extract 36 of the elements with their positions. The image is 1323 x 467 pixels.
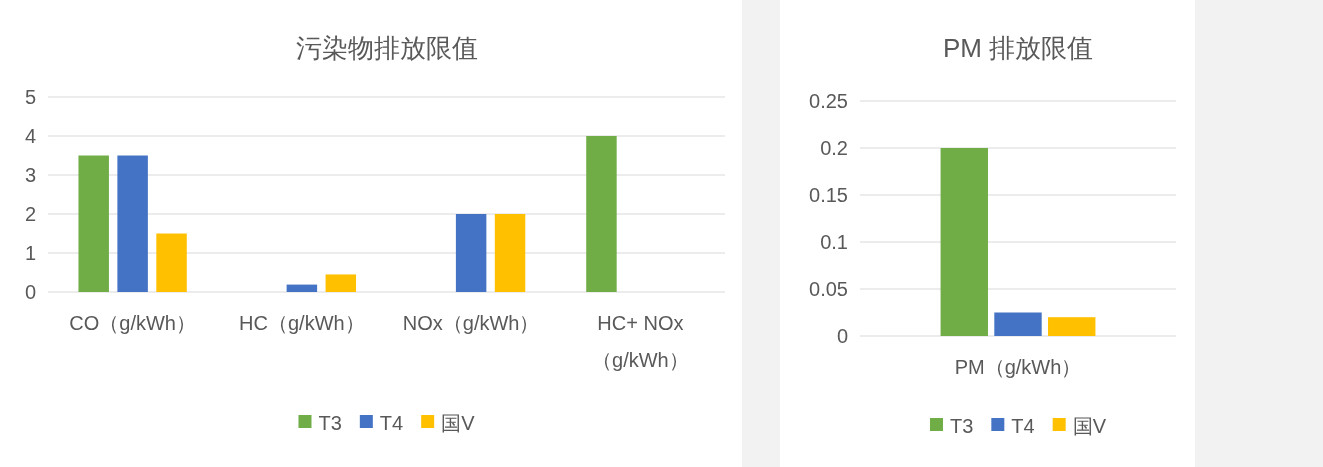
bar [78, 155, 109, 292]
y-tick-label: 0 [836, 325, 848, 347]
x-tick-label: HC（g/kWh） [239, 312, 365, 334]
bar [325, 274, 357, 292]
bar [494, 214, 526, 292]
bar [940, 148, 988, 336]
y-tick-label: 1 [24, 242, 36, 264]
bar [117, 155, 148, 292]
legend-label: 国V [1072, 415, 1107, 437]
bar [1048, 317, 1096, 336]
y-tick-label: 0.05 [809, 278, 848, 300]
y-tick-label: 0.1 [820, 231, 848, 253]
bar [286, 284, 318, 292]
bar [156, 233, 187, 292]
x-tick-label: HC+ NOx（g/kWh） [592, 312, 689, 371]
bar [586, 136, 617, 292]
y-tick-label: 0.2 [820, 137, 848, 159]
y-tick-label: 2 [24, 203, 36, 225]
bar [455, 214, 487, 292]
y-tick-label: 0.25 [809, 90, 848, 112]
chart-title: PM 排放限值 [942, 33, 1094, 63]
y-tick-label: 0 [24, 281, 36, 303]
y-tick-label: 5 [24, 86, 36, 108]
y-tick-label: 3 [24, 164, 36, 186]
legend-label: T3 [949, 415, 974, 437]
legend-label: 国V [441, 412, 476, 434]
x-tick-label: PM（g/kWh） [954, 356, 1082, 378]
legend-label: T4 [379, 412, 404, 434]
y-tick-label: 4 [24, 125, 36, 147]
x-tick-label: NOx（g/kWh） [402, 312, 540, 334]
legend-label: T3 [318, 412, 342, 434]
chart-title: 污染物排放限值 [295, 33, 478, 63]
y-tick-label: 0.15 [809, 184, 848, 206]
bar [994, 312, 1042, 336]
legend-label: T4 [1011, 415, 1035, 437]
x-tick-label: CO（g/kWh） [69, 312, 196, 334]
